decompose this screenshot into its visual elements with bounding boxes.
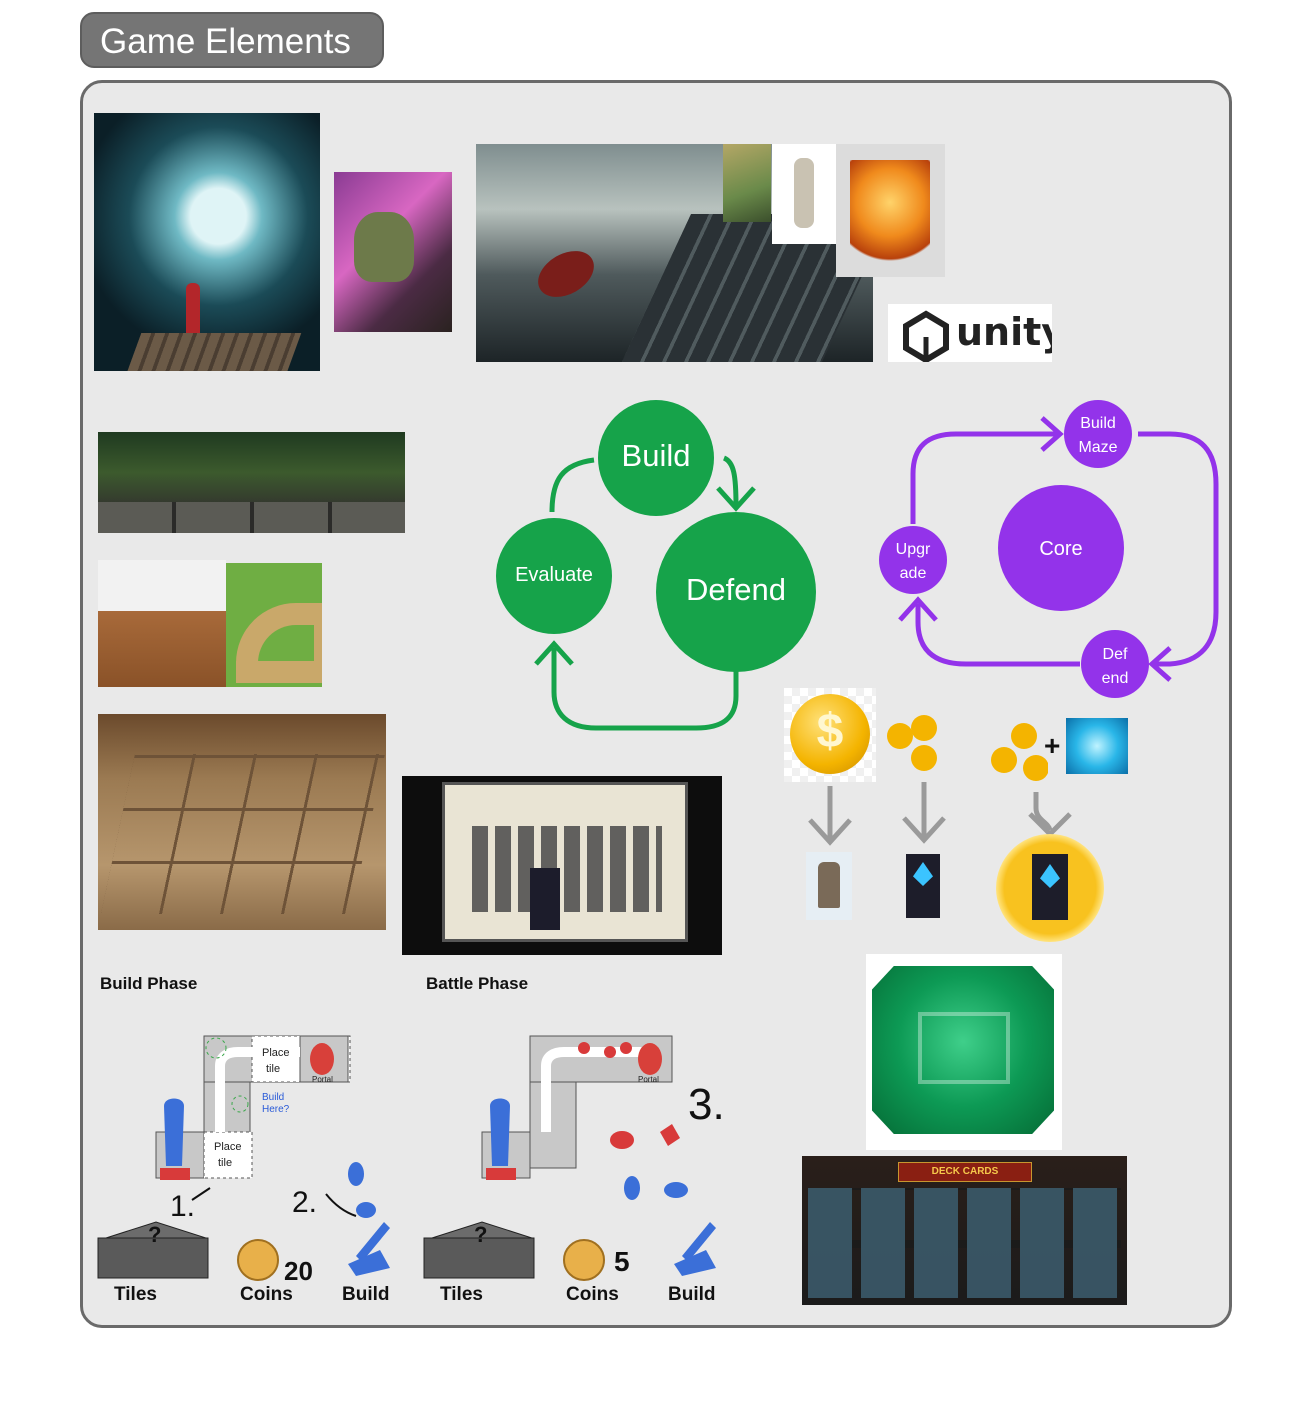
- hp-bar: [486, 1168, 516, 1180]
- svg-text:tile: tile: [266, 1063, 280, 1075]
- wooden-tiles-photo: [98, 560, 226, 687]
- conversion-arrows: [808, 782, 1072, 846]
- svg-text:Build: Build: [262, 1092, 284, 1103]
- plus-icon: +: [1044, 730, 1061, 761]
- tower-unit-icon: [806, 852, 852, 920]
- defend-loop-label-line2: end: [1102, 670, 1129, 687]
- enemy-icon: [610, 1131, 634, 1149]
- coin-pile-icon: [991, 723, 1048, 781]
- big-coin-icon: $: [784, 688, 876, 782]
- build-phase-label: Build Phase: [100, 974, 198, 993]
- tower-icon: [490, 1098, 510, 1166]
- build-step1-label: 1.: [170, 1190, 196, 1223]
- fire-spirit-image: [836, 144, 945, 277]
- battle-phase-label: Battle Phase: [426, 974, 529, 993]
- build-build-label: Build: [342, 1284, 390, 1305]
- defend-node-label: Defend: [686, 572, 786, 607]
- unity-logo-text: unity: [956, 310, 1052, 354]
- build-node: [598, 400, 714, 516]
- build-hammer-icon: [356, 1222, 390, 1262]
- loop-arrowhead-icon: [1148, 646, 1172, 682]
- svg-text:Here?: Here?: [262, 1104, 290, 1115]
- green-cycle-diagram: [496, 400, 816, 731]
- build-phase-sketch: Place tile Place tile Build Here? Portal…: [97, 1035, 390, 1281]
- battle-step3-label: 3.: [688, 1080, 725, 1129]
- coin-sketch-icon: [237, 1239, 279, 1281]
- build-maze-label-line1: Build: [1080, 415, 1116, 432]
- board-game-tiles-photo: [98, 714, 386, 930]
- build-coins-label: Coins: [240, 1284, 293, 1305]
- upgrade-label-line2: ade: [900, 565, 927, 582]
- build-node-label: Build: [621, 438, 691, 473]
- svg-text:Portal: Portal: [312, 1075, 333, 1084]
- loop-arrowhead-icon: [898, 596, 938, 622]
- battle-phase-sketch: Portal ?: [423, 1035, 716, 1281]
- svg-text:Place: Place: [262, 1047, 290, 1059]
- defend-loop-label-line1: Def: [1103, 646, 1128, 663]
- page-title: Game Elements: [100, 22, 351, 61]
- lizard-warrior-image: [334, 172, 452, 332]
- emerald-gem-photo: [866, 954, 1062, 1150]
- evaluate-node-label: Evaluate: [515, 564, 593, 586]
- deck-cards-screenshot: DECK CARDS: [802, 1156, 1127, 1305]
- deck-cards-title: DECK CARDS: [898, 1162, 1032, 1182]
- blue-gem-icon: [1066, 718, 1128, 774]
- purple-core-loop-diagram: Build Maze Core Upgr ade Def end: [879, 400, 1219, 698]
- svg-text:?: ?: [474, 1222, 487, 1247]
- hp-bar: [160, 1168, 190, 1180]
- svg-text:tile: tile: [218, 1157, 232, 1169]
- evaluate-node: [496, 518, 612, 634]
- core-label: Core: [1039, 538, 1082, 560]
- portal-icon: [310, 1043, 334, 1075]
- build-step2-label: 2.: [292, 1186, 318, 1219]
- tile-cards-image: [98, 432, 405, 533]
- defend-loop-node: [1081, 630, 1149, 698]
- cycle-arrow-defend-to-evaluate: [551, 648, 739, 731]
- battle-coins-label: Coins: [566, 1284, 619, 1305]
- cycle-arrow-evaluate-to-build: [549, 457, 595, 513]
- coin-sketch-icon: [563, 1239, 605, 1281]
- crystal-card-icon: [906, 854, 940, 918]
- svg-text:Portal: Portal: [638, 1075, 659, 1084]
- upgrade-label-line1: Upgr: [896, 541, 931, 558]
- battle-build-label: Build: [668, 1284, 716, 1305]
- cycle-arrowhead-icon: [716, 486, 756, 512]
- coin-stack-icon: [887, 715, 937, 771]
- goblin-card-image: [723, 144, 771, 222]
- cycle-arrowhead-icon: [534, 640, 574, 666]
- build-tiles-label: Tiles: [114, 1284, 157, 1305]
- build-hammer-icon: [682, 1222, 716, 1262]
- svg-text:?: ?: [148, 1222, 161, 1247]
- unity-logo: unity: [888, 304, 1052, 362]
- upgrade-node: [879, 526, 947, 594]
- battle-coin-count: 5: [614, 1246, 630, 1277]
- tower-icon: [164, 1098, 184, 1166]
- loop-arrowhead-icon: [1040, 416, 1064, 452]
- build-maze-label-line2: Maze: [1078, 439, 1117, 456]
- page-title-tab: Game Elements: [80, 12, 384, 68]
- svg-text:Place: Place: [214, 1141, 242, 1153]
- gold-crystal-card-icon: [996, 834, 1104, 942]
- build-coin-count: 20: [284, 1256, 313, 1286]
- portal-icon: [638, 1043, 662, 1075]
- defend-node: [656, 512, 816, 672]
- battle-board-screenshot: [402, 776, 722, 955]
- core-node: [998, 485, 1124, 611]
- skeleton-image: [772, 144, 836, 244]
- portal-art-image: [94, 113, 320, 371]
- build-maze-node: [1064, 400, 1132, 468]
- unity-cube-icon: [903, 310, 949, 362]
- pixel-path-map-image: [226, 563, 322, 687]
- battle-tiles-label: Tiles: [440, 1284, 483, 1305]
